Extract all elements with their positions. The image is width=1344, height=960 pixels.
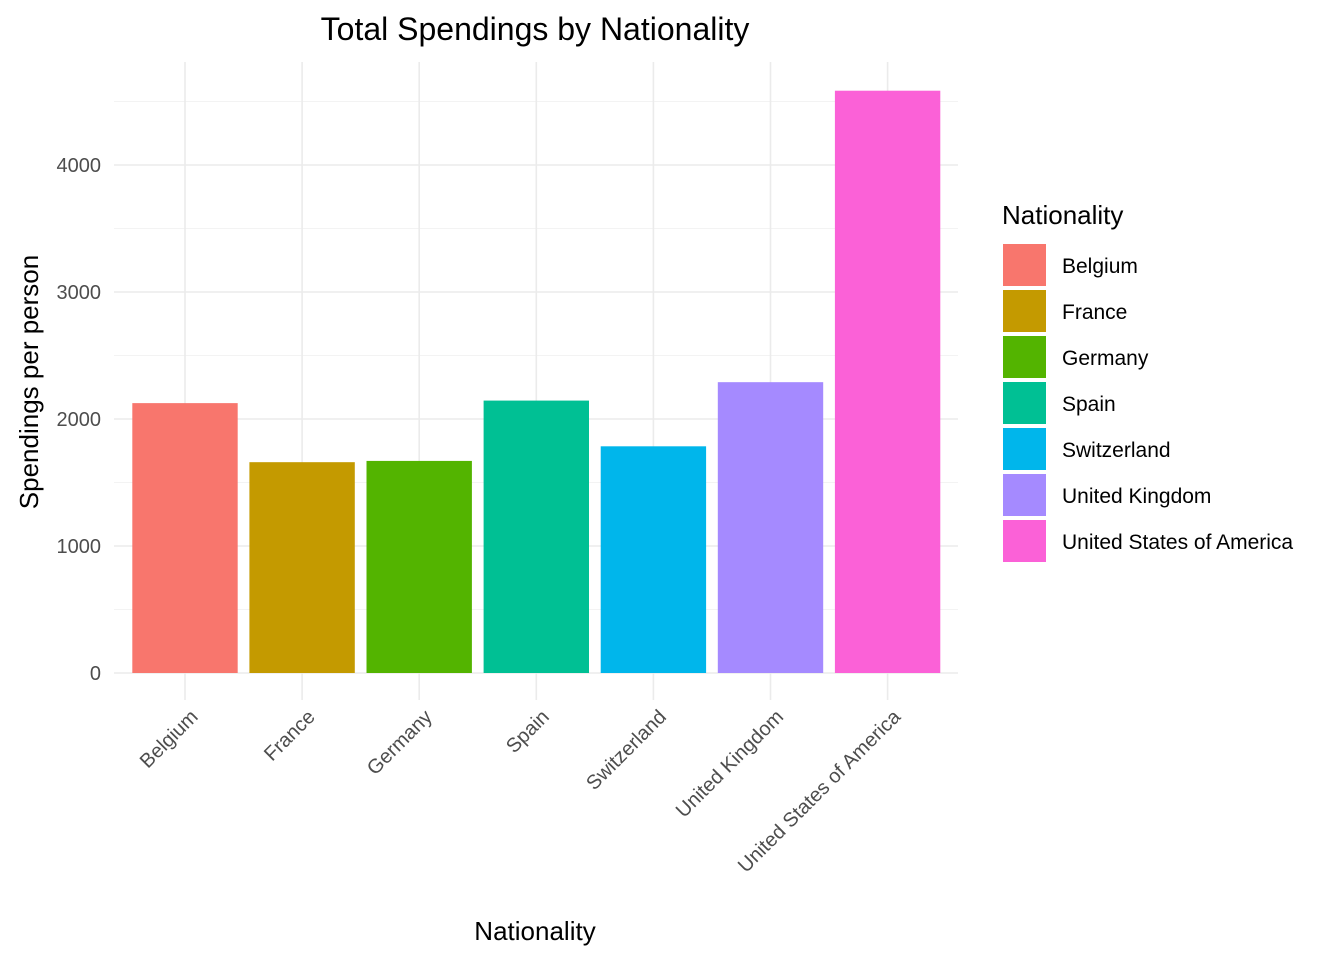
legend-swatch xyxy=(1003,474,1046,516)
chart-title: Total Spendings by Nationality xyxy=(321,11,750,47)
bar xyxy=(249,462,355,673)
bar xyxy=(366,460,472,673)
bars xyxy=(132,90,941,673)
legend-label: Germany xyxy=(1062,347,1149,370)
legend-swatch xyxy=(1003,336,1046,378)
y-tick-label: 0 xyxy=(90,663,101,685)
legend-label: United Kingdom xyxy=(1062,485,1211,508)
legend-label: Switzerland xyxy=(1062,439,1171,462)
y-tick-label: 1000 xyxy=(57,536,102,558)
legend-swatch xyxy=(1003,290,1046,332)
legend-swatch xyxy=(1003,520,1046,562)
legend-title: Nationality xyxy=(1002,200,1123,230)
legend-items: Belgium France Germany Spain Switzerland Unit… xyxy=(1003,244,1293,562)
bar xyxy=(834,90,941,673)
legend-swatch xyxy=(1003,244,1046,286)
y-axis-title: Spendings per person xyxy=(14,255,44,509)
y-tick-label: 3000 xyxy=(57,282,102,304)
legend-label: United States of America xyxy=(1062,531,1293,554)
bar xyxy=(483,400,589,673)
legend: Nationality Belgium France Germany Spain Swi… xyxy=(1002,200,1293,562)
bar xyxy=(600,446,707,673)
legend-label: France xyxy=(1062,301,1127,324)
x-tick-label: Belgium xyxy=(136,706,203,773)
x-tick-label: France xyxy=(260,706,320,766)
x-axis-title: Nationality xyxy=(474,916,595,946)
y-tick-labels: 0 1000 2000 3000 4000 xyxy=(57,155,102,685)
y-tick-label: 2000 xyxy=(57,409,102,431)
bar xyxy=(717,382,824,673)
x-tick-label: Switzerland xyxy=(582,706,671,795)
x-tick-label: United Kingdom xyxy=(672,706,788,822)
x-tick-label: Germany xyxy=(363,706,437,780)
legend-label: Spain xyxy=(1062,393,1116,416)
legend-label: Belgium xyxy=(1062,255,1138,278)
y-tick-label: 4000 xyxy=(57,155,102,177)
x-tick-labels: Belgium France Germany Spain Switzerland Unit… xyxy=(136,705,906,877)
legend-swatch xyxy=(1003,382,1046,424)
bar xyxy=(132,403,238,673)
x-tick-label: Spain xyxy=(502,706,554,758)
legend-swatch xyxy=(1003,428,1046,470)
